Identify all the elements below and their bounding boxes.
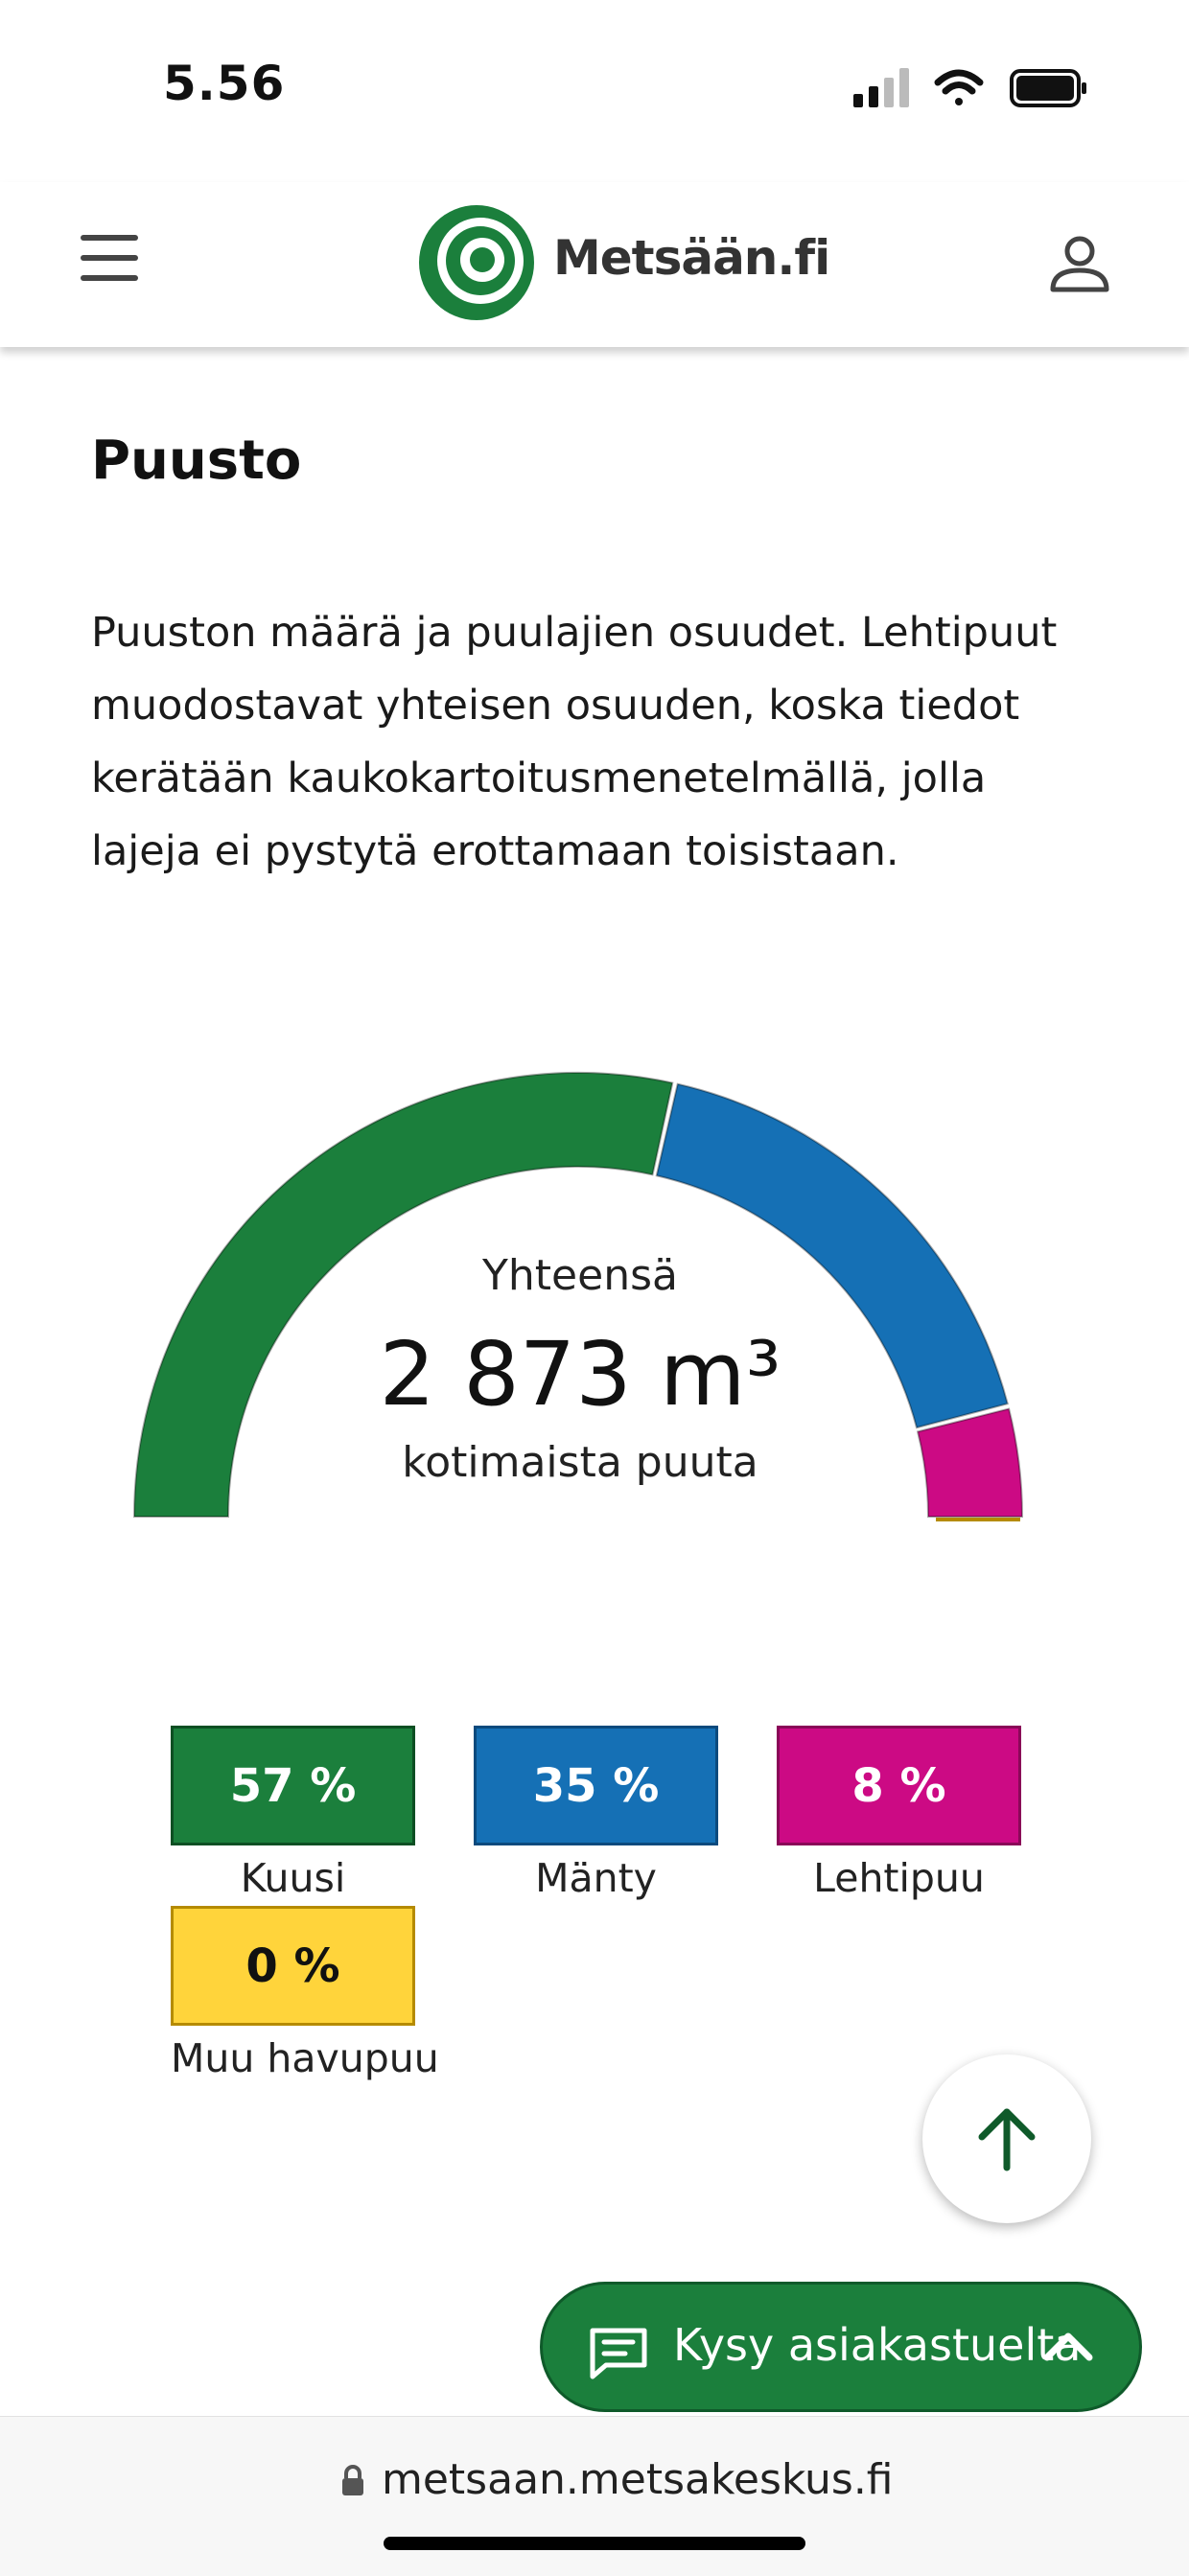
- chevron-up-icon: [1043, 2332, 1093, 2361]
- lock-icon: [342, 2465, 363, 2495]
- scroll-to-top-button[interactable]: [922, 2054, 1091, 2223]
- logo-text: Metsään.fi: [553, 230, 830, 286]
- gauge-subtitle: kotimaista puuta: [402, 1438, 758, 1487]
- logo-target-icon: [419, 205, 534, 320]
- gauge-segment-mänty: [655, 1082, 1009, 1429]
- battery-icon: [1010, 69, 1086, 107]
- status-icons: [853, 68, 1086, 107]
- legend-label: Lehtipuu: [813, 1855, 985, 1901]
- legend-item: 8 % Lehtipuu: [777, 1726, 1021, 1901]
- legend-value: 35 %: [474, 1726, 718, 1845]
- chat-icon: [590, 2328, 647, 2379]
- gauge-segment-kuusi: [132, 1072, 674, 1518]
- gauge-label: Yhteensä: [482, 1251, 678, 1300]
- chat-button-label: Kysy asiakastuelta: [673, 2319, 1082, 2371]
- app-header: Metsään.fi: [0, 182, 1189, 347]
- gauge-total: 2 873 m³: [379, 1323, 781, 1426]
- chat-support-button[interactable]: Kysy asiakastuelta: [540, 2282, 1142, 2412]
- status-bar: 5.56: [0, 0, 1189, 182]
- status-time: 5.56: [163, 56, 286, 111]
- legend-value: 57 %: [171, 1726, 415, 1845]
- legend-label: Kuusi: [240, 1855, 346, 1901]
- home-indicator: [384, 2537, 805, 2550]
- arrow-up-icon: [978, 2108, 1036, 2171]
- user-icon[interactable]: [1045, 230, 1114, 299]
- page-title: Puusto: [91, 429, 302, 492]
- legend-label: Muu havupuu: [171, 2035, 439, 2081]
- description-text: Puuston määrä ja puulajien osuudet. Leht…: [91, 609, 1058, 875]
- menu-button[interactable]: [75, 235, 144, 294]
- legend-value: 8 %: [777, 1726, 1021, 1845]
- legend-item: 57 % Kuusi: [171, 1726, 415, 1901]
- legend-item: 35 % Mänty: [474, 1726, 718, 1901]
- legend-label: Mänty: [535, 1855, 657, 1901]
- menu-icon: [81, 235, 138, 241]
- species-gauge-chart: [132, 1072, 1024, 1521]
- legend-value: 0 %: [171, 1906, 415, 2026]
- gauge-segment-lehtipuu: [916, 1407, 1024, 1518]
- browser-url-bar[interactable]: metsaan.metsakeskus.fi: [0, 2416, 1189, 2576]
- logo[interactable]: Metsään.fi: [417, 203, 830, 326]
- signal-icon: [853, 68, 909, 107]
- wifi-icon: [934, 69, 984, 105]
- url-text: metsaan.metsakeskus.fi: [382, 2455, 894, 2504]
- legend-item: 0 % Muu havupuu: [171, 1906, 439, 2081]
